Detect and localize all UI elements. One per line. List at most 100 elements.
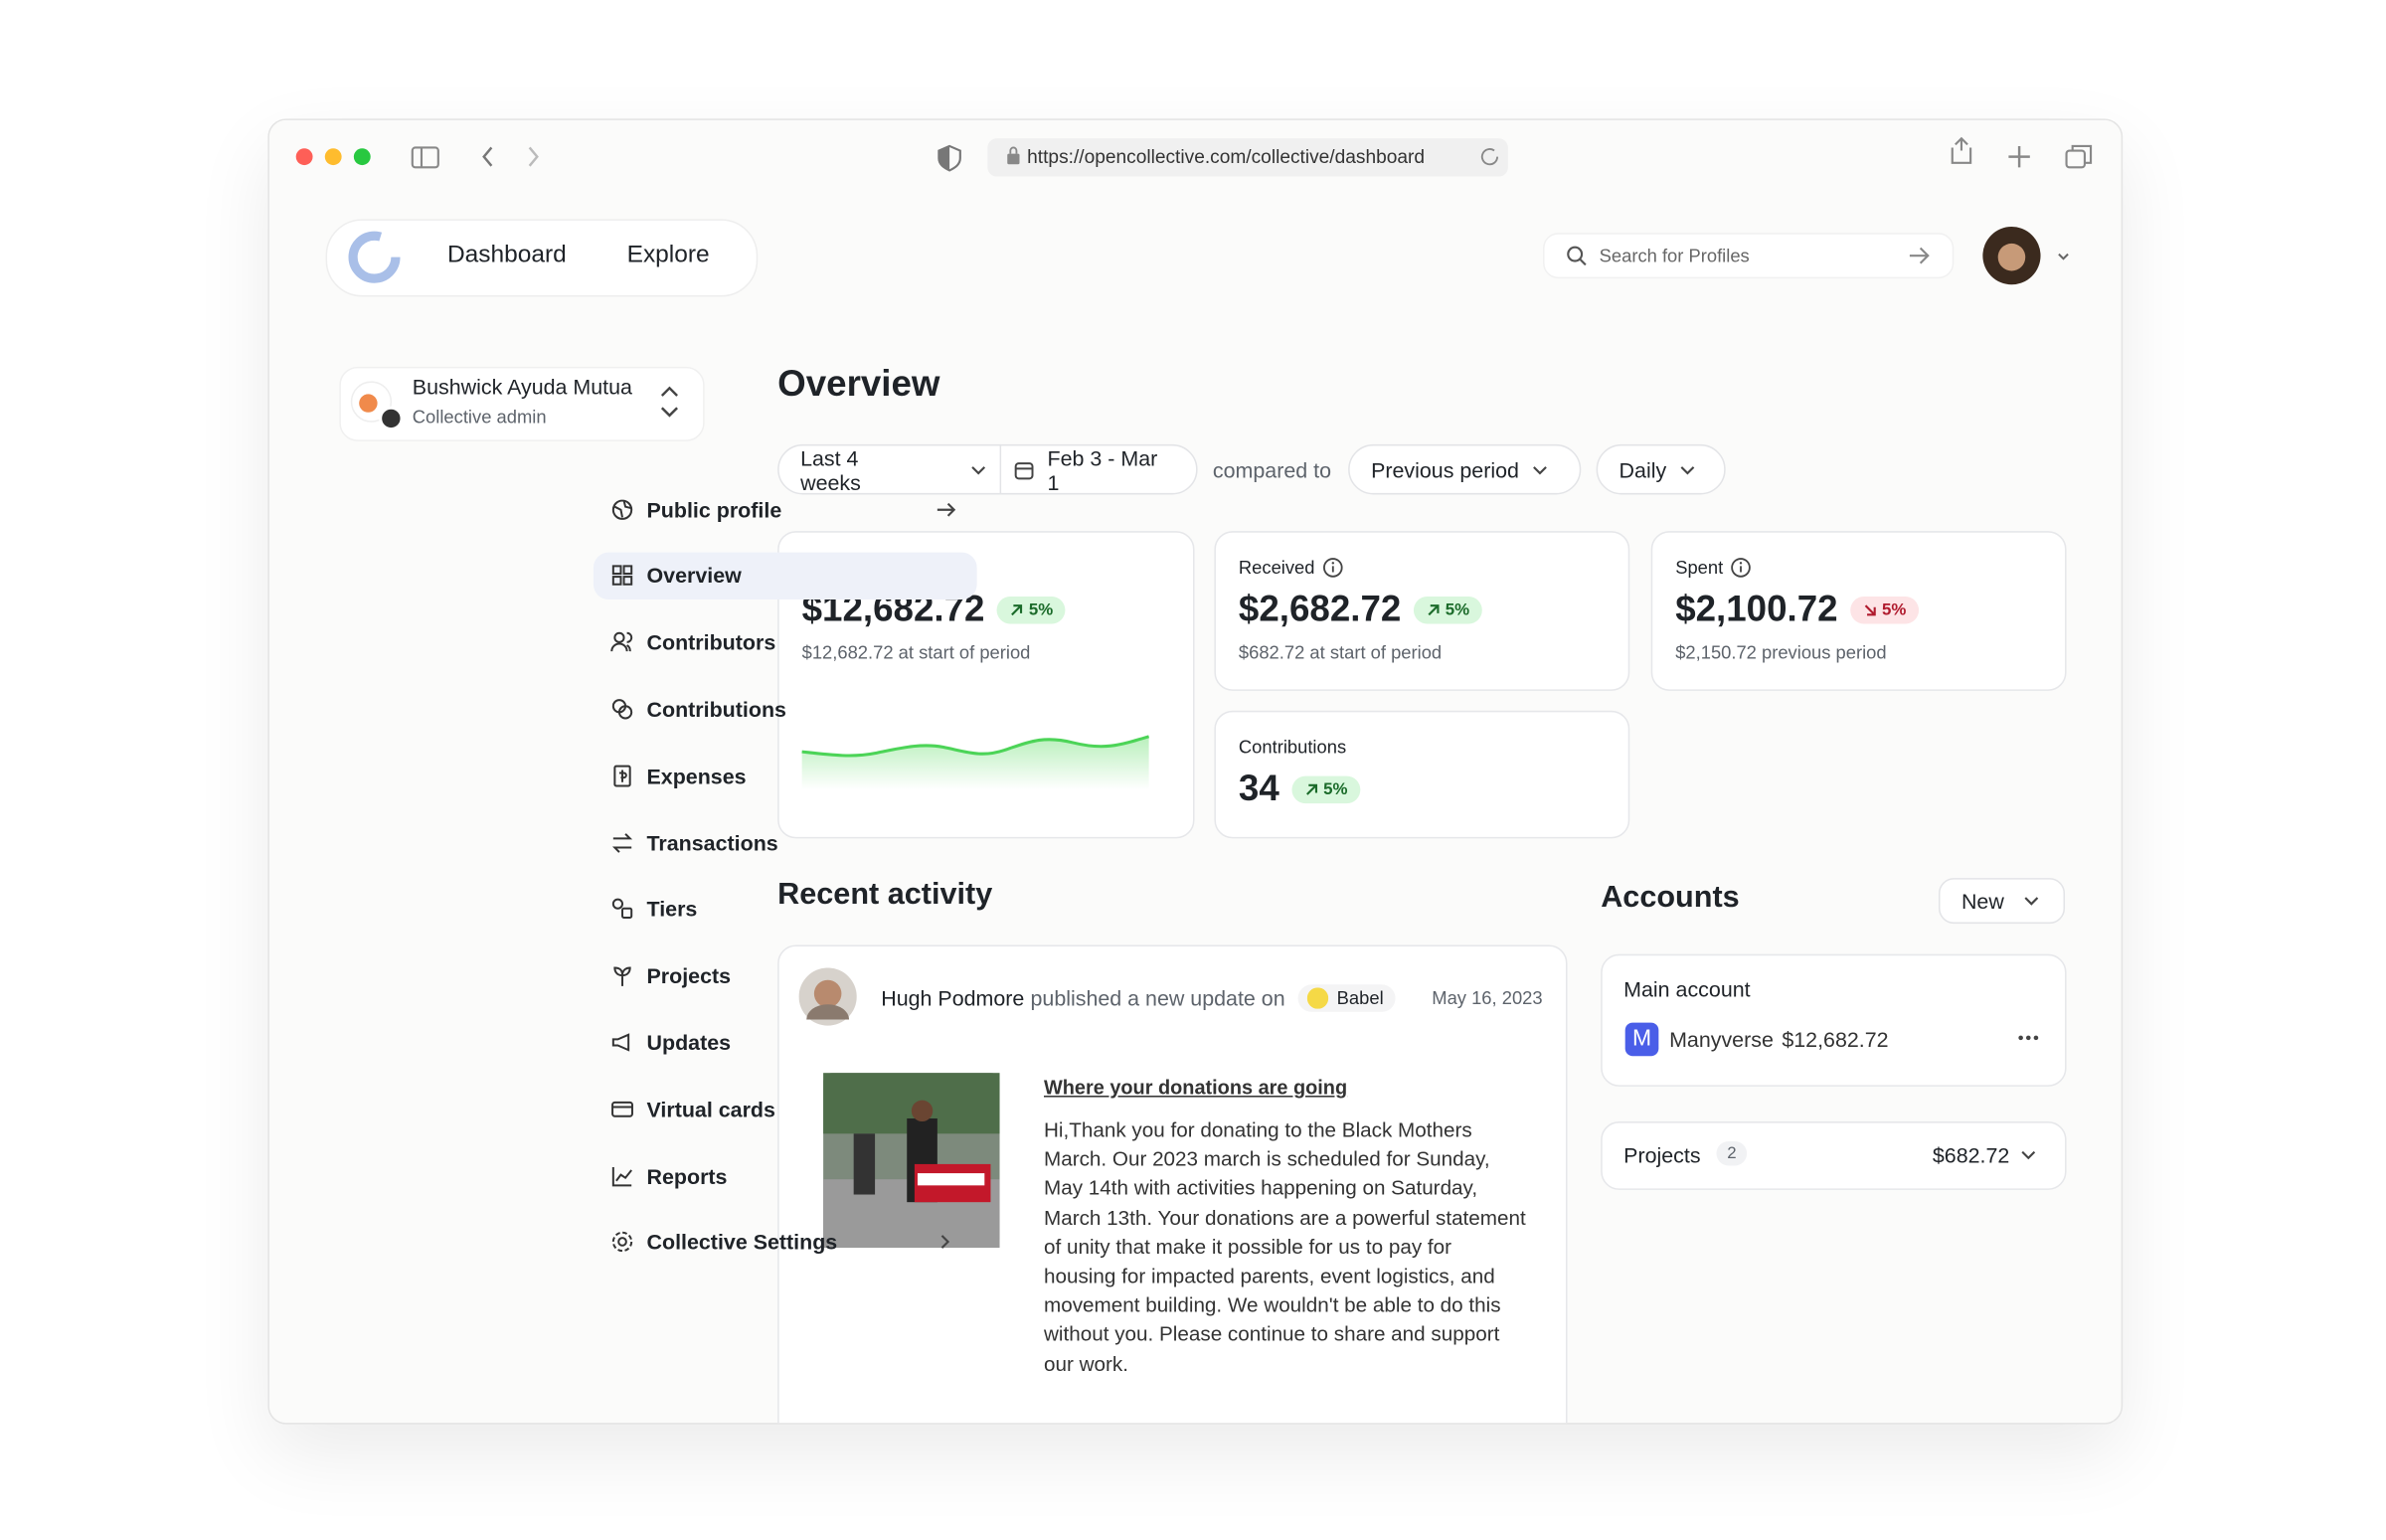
search-icon	[1567, 246, 1587, 266]
account-name: Manyverse	[1669, 1027, 1774, 1052]
compare-filter[interactable]: Previous period	[1348, 443, 1582, 495]
sidebar-label: Collective Settings	[646, 1230, 838, 1255]
interval: Daily	[1619, 456, 1667, 482]
search-box[interactable]: Search for Profiles	[1543, 233, 1955, 279]
change-badge: 5%	[996, 596, 1066, 624]
stat-label: Received	[1238, 557, 1315, 579]
logo[interactable]	[345, 229, 403, 286]
divider	[1000, 443, 1002, 495]
change-badge: 5%	[1291, 775, 1360, 804]
stat-card: Spent $2,100.72 5% $2,150.72 previous pe…	[1650, 531, 2067, 691]
trend-icon	[1011, 604, 1023, 616]
sidebar-item[interactable]: Transactions	[594, 818, 977, 865]
stat-value: $2,682.72	[1238, 589, 1402, 630]
sidebar-label: Expenses	[646, 763, 747, 788]
stat-note: $682.72 at start of period	[1238, 641, 1443, 664]
stat-note: $2,150.72 previous period	[1675, 641, 1887, 664]
trend-icon	[1305, 783, 1317, 795]
action: published a new update on	[1030, 985, 1285, 1011]
change: 5%	[1882, 600, 1907, 619]
stat-value: $2,100.72	[1675, 589, 1838, 630]
sidebar-icon	[610, 631, 633, 652]
update-image	[823, 1073, 1000, 1249]
arrow-icon	[1909, 247, 1930, 264]
interval-filter[interactable]: Daily	[1596, 443, 1726, 495]
info-icon	[1323, 558, 1343, 578]
info-icon	[1731, 558, 1752, 578]
sidebar-icon	[611, 1166, 632, 1186]
stat-card: Received $2,682.72 5% $682.72 at start o…	[1214, 531, 1630, 691]
org-switcher[interactable]	[339, 366, 705, 441]
browser-window: https://opencollective.com/collective/da…	[267, 118, 2124, 1425]
stat-label-row: Spent	[1675, 557, 1752, 579]
projects-card[interactable]	[1601, 1121, 2067, 1190]
compare: Previous period	[1371, 456, 1519, 482]
nav-link[interactable]: Explore	[626, 242, 710, 268]
chevron	[2021, 1150, 2036, 1160]
section-title: Accounts	[1601, 881, 1740, 915]
actor[interactable]: Hugh Podmore	[881, 985, 1025, 1011]
stat-value-row: $2,100.72 5%	[1675, 589, 1919, 631]
nav-link[interactable]: Dashboard	[446, 242, 567, 268]
change: 5%	[1323, 780, 1348, 799]
sidebar-item[interactable]: Collective Settings	[594, 1219, 977, 1266]
projects-label: Projects	[1623, 1142, 1701, 1167]
url[interactable]: https://opencollective.com/collective/da…	[1027, 145, 1426, 168]
sidebar-item[interactable]: Projects	[594, 952, 977, 999]
sidebar-item[interactable]: Contributors	[594, 618, 977, 665]
target: Babel	[1336, 987, 1384, 1009]
org-name: Bushwick Ayuda Mutua	[412, 374, 632, 400]
arrow-icon	[937, 502, 956, 516]
sparkline	[801, 735, 1150, 790]
new-button[interactable]: New	[1938, 878, 2066, 925]
account-title: Main account	[1623, 976, 1751, 1002]
sidebar-label: Contributions	[646, 696, 786, 722]
sidebar-icon	[611, 1101, 633, 1117]
sidebar-icon	[611, 1033, 630, 1052]
trend-icon	[1428, 604, 1440, 616]
date-filter[interactable]: Last 4 weeks Feb 3 - Mar 1	[777, 443, 1198, 495]
sidebar-icon	[611, 899, 633, 920]
new-label: New	[1960, 888, 2004, 914]
more-button[interactable]	[2016, 1033, 2040, 1042]
stat-label: Spent	[1675, 557, 1724, 579]
stat-label-row: Received	[1238, 557, 1344, 579]
stat-label-row: Contributions	[1239, 737, 1346, 758]
main-account-card	[1601, 953, 2067, 1087]
sidebar-label: Projects	[646, 963, 732, 988]
sidebar-label: Virtual cards	[646, 1097, 775, 1121]
stat-card: Contributions 34 5%	[1214, 710, 1630, 839]
sidebar-item[interactable]: Virtual cards	[594, 1086, 977, 1132]
user-avatar[interactable]	[1981, 227, 2073, 287]
sidebar-item[interactable]: Overview	[593, 552, 977, 599]
chevron	[1533, 465, 1548, 474]
chevron	[2024, 897, 2039, 906]
sidebar-item[interactable]: Tiers	[594, 885, 977, 932]
sidebar-item[interactable]: Public profile	[594, 485, 977, 532]
stat-label: Contributions	[1238, 736, 1347, 759]
sidebar-item[interactable]: Expenses	[594, 752, 977, 798]
projects-amount: $682.72	[1932, 1142, 2010, 1167]
sidebar-label: Reports	[646, 1163, 728, 1188]
sidebar-icon	[611, 498, 633, 520]
target-chip[interactable]: Babel	[1296, 984, 1396, 1012]
change: 5%	[1028, 600, 1054, 619]
org-role: Collective admin	[412, 406, 547, 428]
activity-line: Hugh Podmore published a new update on B…	[881, 984, 1396, 1012]
calendar-icon	[1015, 461, 1035, 479]
range: Last 4 weeks	[800, 444, 861, 494]
stat-value-row: 34 5%	[1239, 769, 1360, 811]
sidebar-item[interactable]: Contributions	[594, 685, 977, 732]
sidebar-icon	[611, 565, 633, 587]
sidebar-label: Transactions	[646, 829, 778, 855]
sidebar-label: Tiers	[646, 896, 698, 922]
update-headline[interactable]: Where your donations are going	[1043, 1076, 1348, 1100]
sidebar-icon	[611, 698, 633, 720]
org-avatar	[350, 381, 404, 431]
sidebar-item[interactable]: Updates	[594, 1019, 977, 1066]
sidebar-item[interactable]: Reports	[594, 1152, 977, 1199]
sidebar-icon	[611, 1232, 633, 1253]
